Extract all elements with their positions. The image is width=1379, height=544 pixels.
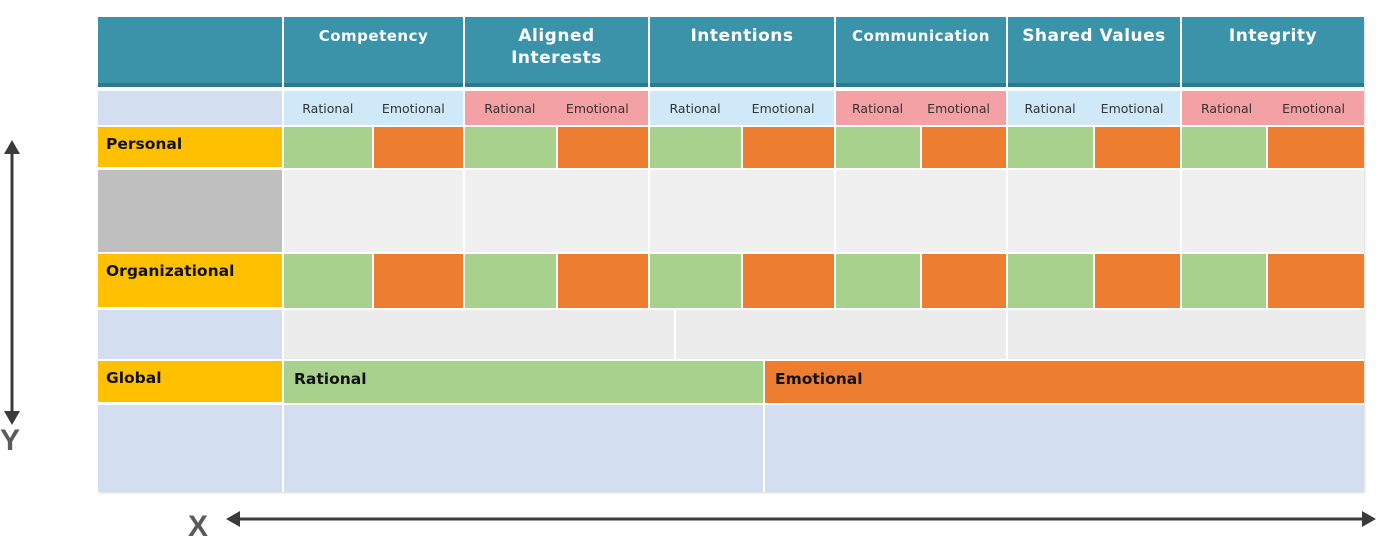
subheader-label-rational: Rational bbox=[1024, 100, 1076, 116]
personal-detail-integrity bbox=[1182, 170, 1364, 252]
subheader-label-rational: Rational bbox=[852, 100, 904, 116]
subheader-competency: Rational Emotional bbox=[284, 91, 463, 125]
global-detail-rational bbox=[284, 405, 763, 492]
org-shared-values-emotional bbox=[1095, 254, 1180, 308]
header-communication: Communication bbox=[836, 17, 1006, 87]
header-aligned-interests: Aligned Interests bbox=[465, 17, 648, 87]
org-detail-label bbox=[98, 310, 282, 359]
personal-integrity-emotional bbox=[1268, 127, 1364, 168]
row-label-global: Global bbox=[98, 361, 282, 403]
x-axis-label: X bbox=[188, 510, 209, 543]
header-corner bbox=[98, 17, 282, 87]
personal-intentions-emotional bbox=[743, 127, 834, 168]
personal-integrity-rational bbox=[1182, 127, 1266, 168]
personal-communication-emotional bbox=[922, 127, 1006, 168]
org-communication-rational bbox=[836, 254, 920, 308]
global-detail-label bbox=[98, 405, 282, 492]
org-shared-values-rational bbox=[1008, 254, 1093, 308]
y-axis-arrow bbox=[4, 140, 20, 425]
org-communication-emotional bbox=[922, 254, 1006, 308]
org-aligned-rational bbox=[465, 254, 556, 308]
personal-communication-rational bbox=[836, 127, 920, 168]
subheader-label-emotional: Emotional bbox=[565, 100, 629, 116]
subheader-label-rational: Rational bbox=[669, 100, 721, 116]
personal-detail-communication bbox=[836, 170, 1006, 252]
framework-grid: Competency Aligned Interests Intentions … bbox=[98, 17, 1364, 492]
subheader-label-rational: Rational bbox=[302, 100, 354, 116]
org-aligned-emotional bbox=[558, 254, 648, 308]
row-label-personal: Personal bbox=[98, 127, 282, 168]
subheader-shared-values: Rational Emotional bbox=[1008, 91, 1180, 125]
org-intentions-emotional bbox=[743, 254, 834, 308]
personal-detail-intentions bbox=[650, 170, 834, 252]
subheader-corner bbox=[98, 91, 282, 125]
personal-shared-values-emotional bbox=[1095, 127, 1180, 168]
header-shared-values: Shared Values bbox=[1008, 17, 1180, 87]
subheader-label-rational: Rational bbox=[484, 100, 536, 116]
global-detail-emotional bbox=[765, 405, 1364, 492]
personal-shared-values-rational bbox=[1008, 127, 1093, 168]
org-detail-left bbox=[284, 310, 674, 359]
row-label-organizational: Organizational bbox=[98, 254, 282, 308]
org-integrity-emotional bbox=[1268, 254, 1364, 308]
org-intentions-rational bbox=[650, 254, 741, 308]
global-emotional-bar: Emotional bbox=[765, 361, 1364, 403]
personal-detail-shared-values bbox=[1008, 170, 1180, 252]
personal-detail-aligned bbox=[465, 170, 648, 252]
x-axis-arrow bbox=[226, 511, 1376, 527]
subheader-communication: Rational Emotional bbox=[836, 91, 1006, 125]
subheader-intentions: Rational Emotional bbox=[650, 91, 834, 125]
subheader-label-emotional: Emotional bbox=[1282, 100, 1345, 116]
personal-detail-label bbox=[98, 170, 282, 252]
org-integrity-rational bbox=[1182, 254, 1266, 308]
personal-competency-emotional bbox=[374, 127, 463, 168]
org-detail-middle bbox=[676, 310, 1006, 359]
subheader-aligned-interests: Rational Emotional bbox=[465, 91, 648, 125]
header-competency: Competency bbox=[284, 17, 463, 87]
org-competency-emotional bbox=[374, 254, 463, 308]
personal-competency-rational bbox=[284, 127, 372, 168]
subheader-label-emotional: Emotional bbox=[927, 100, 990, 116]
org-detail-right bbox=[1008, 310, 1364, 359]
personal-aligned-emotional bbox=[558, 127, 648, 168]
subheader-label-rational: Rational bbox=[1201, 100, 1253, 116]
subheader-integrity: Rational Emotional bbox=[1182, 91, 1364, 125]
org-competency-rational bbox=[284, 254, 372, 308]
subheader-label-emotional: Emotional bbox=[751, 100, 815, 116]
personal-intentions-rational bbox=[650, 127, 741, 168]
subheader-label-emotional: Emotional bbox=[381, 100, 445, 116]
subheader-label-emotional: Emotional bbox=[1100, 100, 1164, 116]
header-intentions: Intentions bbox=[650, 17, 834, 87]
global-rational-bar: Rational bbox=[284, 361, 763, 403]
y-axis-label: Y bbox=[0, 424, 21, 457]
header-integrity: Integrity bbox=[1182, 17, 1364, 87]
personal-detail-competency bbox=[284, 170, 463, 252]
personal-aligned-rational bbox=[465, 127, 556, 168]
